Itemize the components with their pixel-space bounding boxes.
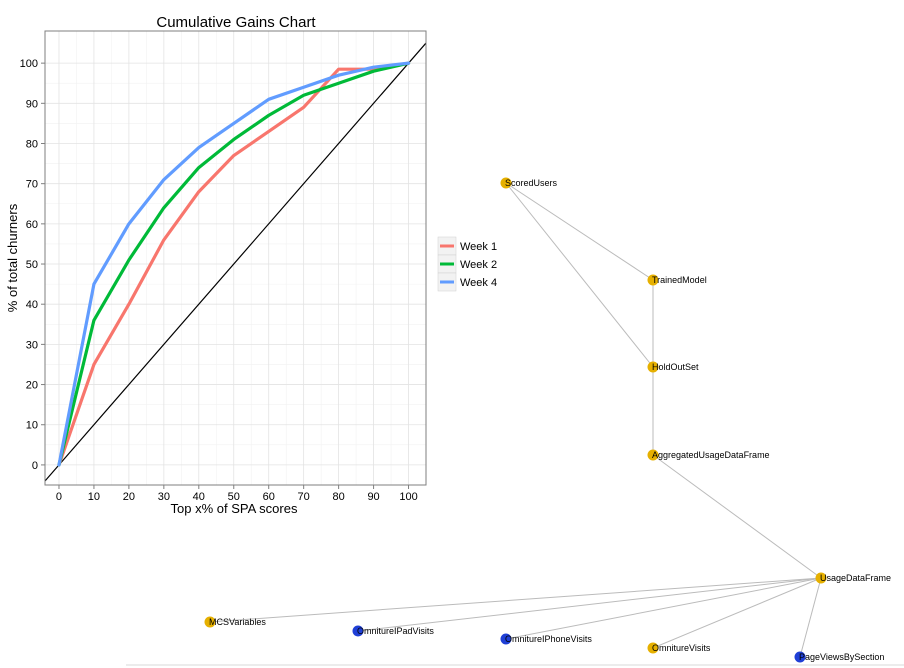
y-axis-label: % of total churners — [5, 203, 20, 312]
graph-node-dot[interactable] — [647, 449, 659, 461]
y-axis-ticks: 0 10 20 30 40 50 60 70 80 90 100 — [20, 58, 45, 472]
legend: Week 1 Week 2 Week 4 — [437, 236, 497, 292]
x-tick-label: 50 — [228, 491, 240, 503]
graph-node-dot[interactable] — [647, 274, 659, 286]
graph-node-label: HoldOutSet — [652, 362, 699, 372]
y-tick-label: 10 — [26, 420, 38, 432]
x-tick-label: 0 — [56, 491, 62, 503]
series-line-week-4 — [57, 61, 411, 467]
graph-node[interactable]: HoldOutSet — [647, 361, 700, 373]
graph-node-dot[interactable] — [352, 625, 364, 637]
legend-label: Week 4 — [460, 277, 497, 289]
x-tick-label: 60 — [263, 491, 275, 503]
series-lines — [57, 61, 411, 467]
graph-node-label: OmnitureIPadVisits — [357, 626, 434, 636]
graph-node-label: OmnitureVisits — [652, 643, 711, 653]
graph-node-label: OmnitureIPhoneVisits — [505, 634, 592, 644]
graph-node-dot[interactable] — [500, 177, 512, 189]
x-tick-label: 90 — [367, 491, 379, 503]
graph-node[interactable]: AggregatedUsageDataFrame — [647, 449, 770, 461]
graph-node[interactable]: PageViewsBySection — [794, 651, 885, 663]
series-line-week-2 — [57, 61, 411, 467]
graph-edge — [652, 454, 822, 579]
series-line-week-1 — [57, 61, 411, 467]
dependency-graph: ScoredUsers TrainedModel HoldOutSet Aggrega… — [204, 177, 892, 663]
graph-node-dot[interactable] — [794, 651, 806, 663]
y-tick-label: 80 — [26, 138, 38, 150]
y-tick-label: 90 — [26, 98, 38, 110]
x-tick-label: 80 — [332, 491, 344, 503]
x-tick-label: 20 — [123, 491, 135, 503]
graph-node-dot[interactable] — [204, 616, 216, 628]
y-tick-label: 20 — [26, 380, 38, 392]
graph-node[interactable]: MCSVariables — [204, 616, 267, 628]
graph-edge — [209, 577, 822, 623]
graph-edge — [505, 182, 654, 281]
y-tick-label: 40 — [26, 299, 38, 311]
graph-nodes: ScoredUsers TrainedModel HoldOutSet Aggrega… — [204, 177, 892, 663]
chart-title: Cumulative Gains Chart — [156, 14, 316, 31]
y-tick-label: 70 — [26, 179, 38, 191]
graph-node[interactable]: TrainedModel — [647, 274, 707, 286]
graph-node[interactable]: ScoredUsers — [500, 177, 558, 189]
y-tick-label: 100 — [20, 58, 38, 70]
graph-node-label: PageViewsBySection — [799, 652, 884, 662]
y-tick-label: 0 — [32, 460, 38, 472]
graph-node-dot[interactable] — [647, 642, 659, 654]
graph-node-label: TrainedModel — [652, 275, 707, 285]
graph-edge — [505, 182, 654, 368]
x-tick-label: 10 — [88, 491, 100, 503]
x-tick-label: 100 — [399, 491, 417, 503]
x-tick-label: 70 — [298, 491, 310, 503]
graph-node[interactable]: OmnitureIPadVisits — [352, 625, 435, 637]
x-axis-ticks: 0 10 20 30 40 50 60 70 80 90 100 — [56, 485, 418, 503]
x-axis-label: Top x% of SPA scores — [171, 501, 298, 516]
y-tick-label: 50 — [26, 259, 38, 271]
x-tick-label: 30 — [158, 491, 170, 503]
graph-node-dot[interactable] — [815, 572, 827, 584]
graph-edge — [357, 577, 822, 632]
plot-background — [44, 30, 427, 486]
x-tick-label: 40 — [193, 491, 205, 503]
graph-edge — [652, 577, 822, 649]
graph-node-dot[interactable] — [647, 361, 659, 373]
grid-major — [45, 31, 426, 485]
graph-node-label: ScoredUsers — [505, 178, 558, 188]
graph-edges — [209, 182, 822, 658]
graph-node-dot[interactable] — [500, 633, 512, 645]
graph-edge — [799, 577, 822, 658]
y-tick-label: 30 — [26, 339, 38, 351]
graph-node[interactable]: OmnitureVisits — [647, 642, 711, 654]
plot-border — [44, 30, 427, 486]
graph-node[interactable]: UsageDataFrame — [815, 572, 892, 584]
graph-edge — [505, 577, 822, 640]
y-tick-label: 60 — [26, 219, 38, 231]
legend-label: Week 1 — [460, 241, 497, 253]
graph-node-label: AggregatedUsageDataFrame — [652, 450, 770, 460]
legend-label: Week 2 — [460, 259, 497, 271]
graph-node-label: UsageDataFrame — [820, 573, 891, 583]
random-baseline-line — [44, 42, 427, 482]
graph-node[interactable]: OmnitureIPhoneVisits — [500, 633, 593, 645]
cumulative-gains-chart: Cumulative Gains Chart 0 10 20 30 40 50 60 70 80… — [5, 14, 497, 516]
graph-node-label: MCSVariables — [209, 617, 266, 627]
grid-minor — [45, 31, 426, 485]
